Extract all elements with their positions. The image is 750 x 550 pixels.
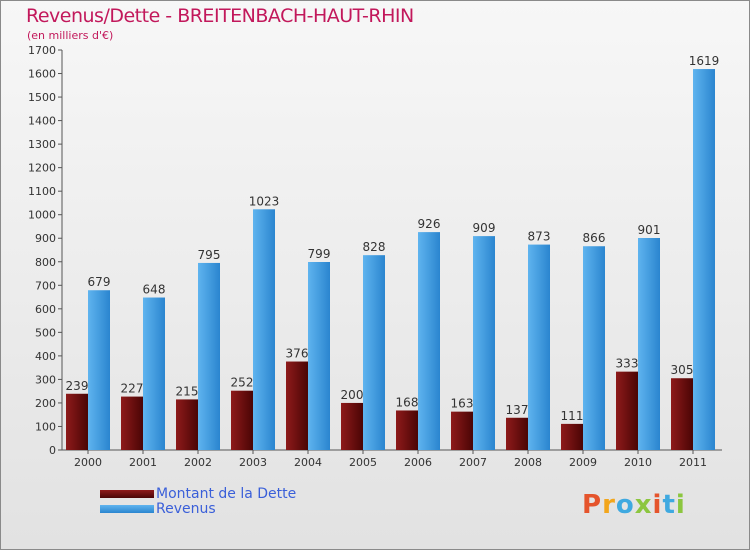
y-tick-label: 600 (35, 303, 56, 316)
chart-title: Revenus/Dette - BREITENBACH-HAUT-RHIN (26, 5, 414, 27)
bar-dette (671, 378, 693, 450)
data-label-revenus: 901 (638, 223, 661, 237)
data-label-dette: 111 (561, 409, 584, 423)
proxiti-logo: Proxiti (582, 490, 686, 520)
bar-revenus (693, 69, 715, 450)
x-tick-label: 2009 (569, 456, 597, 469)
bar-dette (506, 417, 528, 450)
data-label-revenus: 795 (198, 248, 221, 262)
y-tick-label: 1700 (28, 44, 56, 57)
data-label-dette: 227 (121, 382, 144, 396)
data-label-dette: 200 (341, 388, 364, 402)
bar-dette (121, 396, 143, 450)
data-label-dette: 215 (176, 384, 199, 398)
data-label-dette: 305 (671, 363, 694, 377)
legend-item-dette: Montant de la Dette (100, 485, 297, 502)
legend-label-revenus: Revenus (156, 500, 216, 517)
data-label-revenus: 648 (143, 283, 166, 297)
legend: Montant de la Dette Revenus (100, 485, 297, 517)
y-tick-label: 900 (35, 232, 56, 245)
data-label-revenus: 799 (308, 247, 331, 261)
bar-revenus (583, 246, 605, 450)
data-label-dette: 333 (616, 357, 639, 371)
data-label-revenus: 828 (363, 240, 386, 254)
y-tick-label: 1400 (28, 115, 56, 128)
bar-revenus (253, 209, 275, 450)
y-tick-label: 800 (35, 256, 56, 269)
bar-dette (341, 402, 363, 450)
logo-letter: i (675, 490, 686, 520)
x-tick-label: 2004 (294, 456, 322, 469)
data-label-revenus: 679 (88, 275, 111, 289)
bar-revenus (638, 238, 660, 450)
bar-dette (451, 411, 473, 450)
bar-dette (616, 371, 638, 450)
y-tick-label: 400 (35, 350, 56, 363)
data-label-dette: 168 (396, 395, 419, 409)
data-label-dette: 252 (231, 376, 254, 390)
data-label-revenus: 926 (418, 217, 441, 231)
bar-dette (231, 390, 253, 450)
y-tick-label: 1500 (28, 91, 56, 104)
bar-dette (561, 423, 583, 450)
data-label-dette: 239 (66, 379, 89, 393)
logo-letter: t (662, 490, 676, 520)
data-label-dette: 137 (506, 403, 529, 417)
legend-label-dette: Montant de la Dette (156, 485, 297, 502)
logo-letter: o (615, 490, 635, 520)
y-tick-label: 1600 (28, 68, 56, 81)
chart-subtitle: (en milliers d'€) (27, 29, 114, 42)
y-tick-label: 1000 (28, 209, 56, 222)
legend-swatch-revenus (100, 504, 154, 513)
x-tick-label: 2007 (459, 456, 487, 469)
x-tick-label: 2002 (184, 456, 212, 469)
data-label-revenus: 873 (528, 230, 551, 244)
legend-swatch-dette (100, 489, 154, 498)
data-label-revenus: 909 (473, 221, 496, 235)
x-tick-label: 2001 (129, 456, 157, 469)
logo-letter: r (602, 490, 616, 520)
bar-dette (286, 361, 308, 450)
bar-dette (66, 393, 88, 450)
x-tick-label: 2008 (514, 456, 542, 469)
x-tick-label: 2005 (349, 456, 377, 469)
y-tick-label: 1300 (28, 138, 56, 151)
y-tick-label: 0 (49, 444, 56, 457)
logo-letter: x (634, 490, 653, 520)
data-label-dette: 163 (451, 397, 474, 411)
x-tick-label: 2011 (679, 456, 707, 469)
bar-revenus (198, 262, 220, 450)
x-tick-label: 2003 (239, 456, 267, 469)
y-tick-label: 1200 (28, 162, 56, 175)
bar-dette (176, 399, 198, 450)
data-label-revenus: 1619 (689, 54, 720, 68)
x-tick-label: 2000 (74, 456, 102, 469)
x-tick-label: 2006 (404, 456, 432, 469)
bar-revenus (88, 290, 110, 450)
logo-letter: P (582, 490, 603, 520)
bar-revenus (308, 262, 330, 450)
bar-dette (396, 410, 418, 450)
bar-revenus (143, 297, 165, 450)
y-tick-label: 200 (35, 397, 56, 410)
bar-revenus (473, 236, 495, 450)
data-label-revenus: 1023 (249, 194, 280, 208)
y-tick-label: 500 (35, 326, 56, 339)
logo-letter: i (652, 490, 663, 520)
x-tick-label: 2010 (624, 456, 652, 469)
data-label-revenus: 866 (583, 231, 606, 245)
data-label-dette: 376 (286, 347, 309, 361)
bar-revenus (418, 232, 440, 450)
y-tick-label: 700 (35, 279, 56, 292)
y-tick-label: 1100 (28, 185, 56, 198)
bar-revenus (363, 255, 385, 450)
y-tick-label: 300 (35, 373, 56, 386)
legend-item-revenus: Revenus (100, 500, 296, 517)
bar-revenus (528, 244, 550, 450)
y-tick-label: 100 (35, 420, 56, 433)
